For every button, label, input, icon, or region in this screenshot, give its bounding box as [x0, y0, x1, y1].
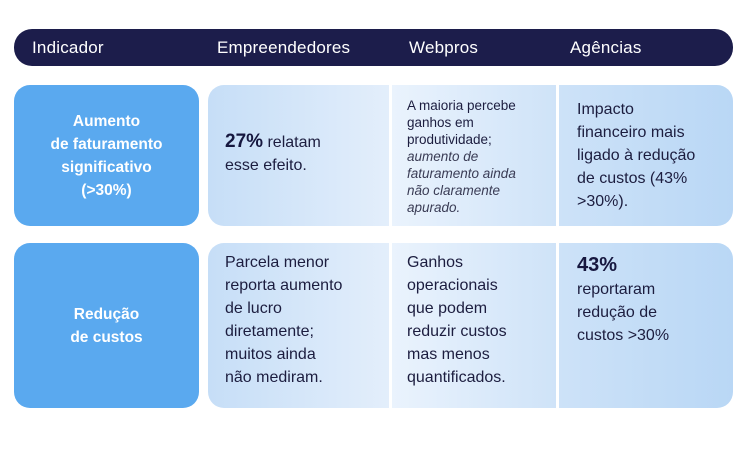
stat-value: 27%: [225, 131, 264, 152]
cell-text-italic: aumento de faturamento ainda não clarame…: [407, 149, 516, 215]
cell-text: A maioria percebe ganhos em produtividad…: [407, 97, 548, 216]
cell-agencias: 43% reportaram redução de custos >30%: [559, 243, 733, 408]
cell-webpros: Ganhos operacionais que podem reduzir cu…: [392, 243, 556, 408]
cell-text: 43% reportaram redução de custos >30%: [577, 252, 725, 347]
indicator-label: Aumento de faturamento significativo (>3…: [14, 85, 199, 226]
cell-text: Ganhos operacionais que podem reduzir cu…: [407, 254, 507, 386]
indicator-label: Redução de custos: [14, 243, 199, 408]
cell-agencias: Impacto financeiro mais ligado à redução…: [559, 85, 733, 226]
stat-value: 43%: [577, 254, 618, 276]
table-header: Indicador Empreendedores Webpros Agência…: [14, 29, 733, 66]
cell-text-regular: A maioria percebe ganhos em produtividad…: [407, 98, 516, 147]
cell-text: Impacto financeiro mais ligado à redução…: [577, 101, 696, 210]
table-row: Redução de custos Parcela menor reporta …: [0, 243, 733, 408]
header-indicador: Indicador: [32, 38, 104, 57]
header-empreendedores: Empreendedores: [217, 38, 351, 57]
cell-text: 27% relatam esse efeito.: [225, 130, 381, 177]
table-row: Aumento de faturamento significativo (>3…: [0, 85, 733, 226]
stat-description: relatam esse efeito.: [225, 134, 321, 174]
cell-empreendedores: Parcela menor reporta aumento de lucro d…: [208, 243, 389, 408]
cell-webpros: A maioria percebe ganhos em produtividad…: [392, 85, 556, 226]
header-webpros: Webpros: [409, 38, 479, 57]
header-agencias: Agências: [570, 38, 642, 57]
stat-description: reportaram redução de custos >30%: [577, 281, 670, 344]
cell-text: Parcela menor reporta aumento de lucro d…: [225, 254, 343, 386]
cell-empreendedores: 27% relatam esse efeito.: [208, 85, 389, 226]
